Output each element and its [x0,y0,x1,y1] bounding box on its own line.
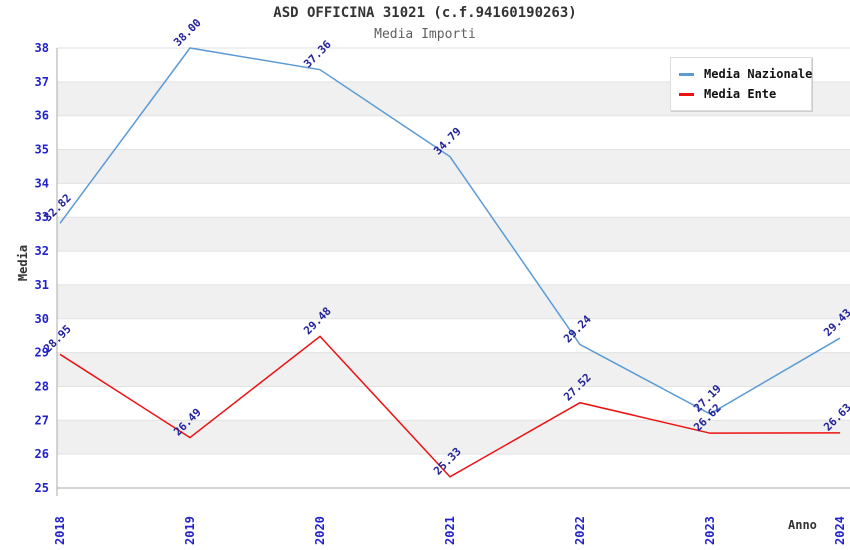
y-tick-label: 31 [35,278,49,292]
x-tick-label: 2022 [573,516,587,545]
y-tick-label: 35 [35,143,49,157]
x-tick-label: 2019 [183,516,197,545]
x-tick-label: 2021 [443,516,457,545]
series-line [59,335,841,478]
y-tick-label: 38 [35,41,49,55]
legend-label: Media Nazionale [704,67,813,81]
plot-band [57,318,850,353]
y-tick-label: 33 [35,210,49,224]
legend: Media Nazionale Media Ente [670,57,812,111]
y-tick-label: 27 [35,413,49,427]
series-line [59,47,841,415]
y-tick-label: 29 [35,346,49,360]
y-tick-label: 25 [35,481,49,495]
plot-band [57,352,850,387]
y-axis-title: Media [16,245,30,281]
plot-band [57,386,850,421]
x-tick-label: 2024 [833,516,847,545]
legend-item-media-ente: Media Ente [679,84,803,104]
plot-band [57,454,850,488]
x-axis-title: Anno [788,518,817,532]
x-tick-label: 2018 [53,516,67,545]
x-tick-label: 2023 [703,516,717,545]
plot-band [57,115,850,150]
plot-band [57,217,850,252]
chart-subtitle: Media Importi [374,27,476,42]
y-tick-label: 34 [35,176,49,190]
legend-label: Media Ente [704,87,777,101]
plot-band [57,183,850,218]
legend-swatch-line-icon [679,92,694,96]
y-tick-label: 37 [35,75,49,89]
y-tick-label: 32 [35,244,49,258]
plot-band [57,149,850,184]
plot-band [57,284,850,319]
chart-title: ASD OFFICINA 31021 (c.f.94160190263) [273,5,577,21]
y-tick-label: 26 [35,447,49,461]
x-tick-label: 2020 [313,516,327,545]
legend-item-media-nazionale: Media Nazionale [679,64,812,84]
legend-swatch-line-icon [679,72,694,76]
y-tick-label: 28 [35,379,49,393]
y-tick-label: 30 [35,312,49,326]
plot-band [57,251,850,285]
y-tick-label: 36 [35,109,49,123]
